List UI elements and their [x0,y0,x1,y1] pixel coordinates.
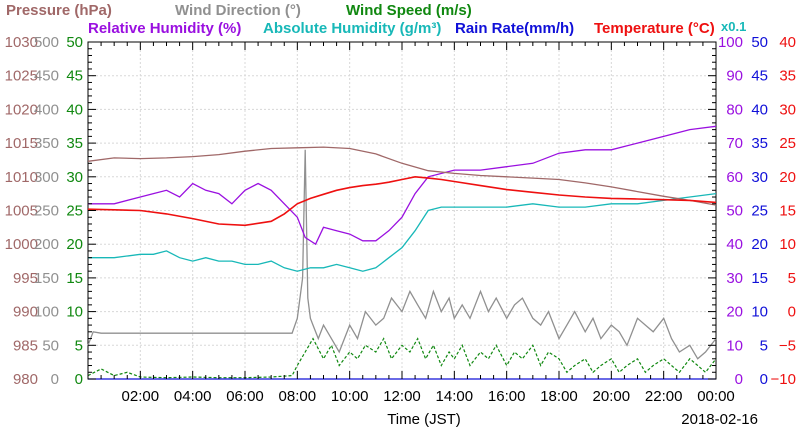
x-tick-label: 16:00 [488,388,526,405]
wind-direction-tick-label: 0 [51,371,59,388]
rain-rate-tick-label: 50 [751,34,768,51]
humidity-tick-label: 30 [726,270,743,287]
x-tick-label: 00:00 [697,388,735,405]
humidity-tick-label: 20 [726,304,743,321]
wind-direction-tick-label: 350 [34,135,59,152]
wind-direction-tick-label: 250 [34,203,59,220]
wind-speed-tick-label: 45 [66,68,83,85]
x-axis: 02:00 04:00 06:00 08:00 10:00 12:00 14:00 16:00… [87,42,735,405]
series-wind-direction [87,149,717,360]
x01-label: x0.1 [721,19,746,34]
wind-speed-tick-label: 10 [66,304,83,321]
pressure-tick-label: 995 [13,270,38,287]
temperature-tick-label: 0 [788,304,796,321]
humidity-tick-label: 40 [726,236,743,253]
temperature-tick-label: 10 [779,236,796,253]
temperature-tick-label: 15 [779,203,796,220]
humidity-tick-label: 60 [726,169,743,186]
x-tick-label: 06:00 [226,388,264,405]
wind-speed-tick-label: 30 [66,169,83,186]
pressure-tick-label: 985 [13,337,38,354]
wind-speed-tick-label: 40 [66,101,83,118]
pressure-tick-label: 1000 [5,236,38,253]
pressure-tick-label: 1030 [5,34,38,51]
series-relative-humidity [88,125,717,246]
title-absolute-humidity: Absolute Humidity (g/m³) [263,20,441,37]
rain-rate-tick-label: 15 [751,270,768,287]
rain-rate-tick-label: 0 [760,371,768,388]
temperature-tick-label: 40 [779,34,796,51]
wind-direction-tick-label: 400 [34,101,59,118]
wind-speed-tick-label: 20 [66,236,83,253]
temperature-tick-label: 5 [788,270,796,287]
x-tick-label: 12:00 [383,388,421,405]
date-label: 2018-02-16 [681,411,758,428]
humidity-tick-label: 10 [726,337,743,354]
series-pressure-hpa [87,146,717,206]
temperature-tick-label: 20 [779,169,796,186]
x-tick-label: 22:00 [645,388,683,405]
pressure-tick-label: 980 [13,371,38,388]
title-pressure: Pressure (hPa) [6,2,112,19]
x-tick-label: 14:00 [436,388,474,405]
temperature-tick-label: −10 [771,371,796,388]
rain-rate-tick-label: 40 [751,101,768,118]
wind-speed-tick-label: 15 [66,270,83,287]
title-relative-humidity: Relative Humidity (%) [88,20,241,37]
right-axes: 0102030405060708090100051015202530354045… [718,34,796,388]
humidity-tick-label: 0 [735,371,743,388]
humidity-tick-label: 90 [726,68,743,85]
title-wind-speed: Wind Speed (m/s) [346,2,472,19]
wind-speed-tick-label: 50 [66,34,83,51]
rain-rate-tick-label: 5 [760,337,768,354]
temperature-tick-label: −5 [779,337,796,354]
x-tick-label: 10:00 [331,388,369,405]
x-tick-label: 08:00 [279,388,317,405]
pressure-tick-label: 1005 [5,203,38,220]
x-tick-label: 02:00 [122,388,160,405]
pressure-tick-label: 1020 [5,101,38,118]
rain-rate-tick-label: 20 [751,236,768,253]
title-rain-rate: Rain Rate(mm/h) [455,20,574,37]
x-tick-label: 20:00 [593,388,631,405]
series-temperature-c [87,175,717,227]
title-wind-direction: Wind Direction (°) [175,2,301,19]
pressure-tick-label: 1025 [5,68,38,85]
temperature-tick-label: 35 [779,68,796,85]
wind-direction-tick-label: 200 [34,236,59,253]
rain-rate-tick-label: 25 [751,203,768,220]
rain-rate-tick-label: 45 [751,68,768,85]
wind-direction-tick-label: 50 [42,337,59,354]
temperature-tick-label: 30 [779,101,796,118]
wind-speed-tick-label: 25 [66,203,83,220]
rain-rate-tick-label: 35 [751,135,768,152]
pressure-tick-label: 1015 [5,135,38,152]
wind-direction-tick-label: 300 [34,169,59,186]
pressure-tick-label: 990 [13,304,38,321]
title-temperature: Temperature (°C) [594,20,715,37]
wind-direction-tick-label: 500 [34,34,59,51]
x-tick-label: 18:00 [540,388,578,405]
rain-rate-tick-label: 10 [751,304,768,321]
series-absolute-humidity-g-m [88,192,717,272]
humidity-tick-label: 80 [726,101,743,118]
humidity-tick-label: 100 [718,34,743,51]
wind-speed-tick-label: 5 [75,337,83,354]
pressure-tick-label: 1010 [5,169,38,186]
wind-speed-tick-label: 35 [66,135,83,152]
wind-direction-tick-label: 100 [34,304,59,321]
humidity-tick-label: 70 [726,135,743,152]
rain-rate-tick-label: 30 [751,169,768,186]
temperature-tick-label: 25 [779,135,796,152]
wind-direction-tick-label: 150 [34,270,59,287]
wind-direction-tick-label: 450 [34,68,59,85]
x-tick-label: 04:00 [174,388,212,405]
humidity-tick-label: 50 [726,203,743,220]
wind-speed-tick-label: 0 [75,371,83,388]
x-axis-label: Time (JST) [387,411,461,428]
chart-title: Pressure (hPa) Wind Direction (°) Wind S… [6,2,746,37]
left-axes: 9809859909951000100510101015102010251030… [5,34,716,388]
